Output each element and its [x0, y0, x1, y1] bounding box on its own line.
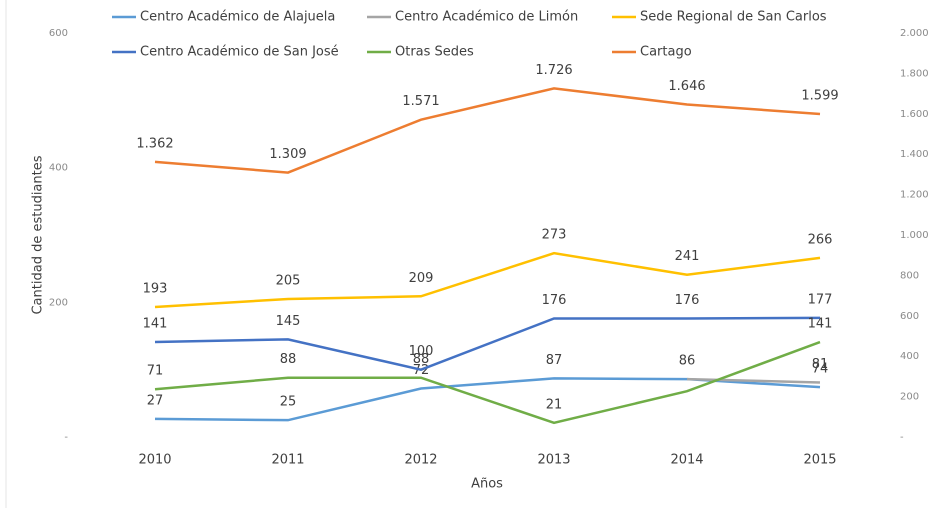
- y2-tick-label: 1.200: [900, 190, 929, 201]
- x-tick-label: 2014: [670, 453, 703, 468]
- data-label: 177: [808, 292, 833, 307]
- y-tick-label: 600: [49, 28, 68, 39]
- data-label: 193: [143, 282, 168, 297]
- data-label: 209: [409, 271, 434, 286]
- data-label: 141: [808, 317, 833, 332]
- data-label: 87: [546, 353, 563, 368]
- x-axis-title: Años: [471, 477, 503, 492]
- x-tick-label: 2015: [803, 453, 836, 468]
- data-label: 205: [276, 273, 301, 288]
- legend-label: Sede Regional de San Carlos: [640, 10, 827, 25]
- y2-tick-label: 1.800: [900, 68, 929, 79]
- y2-tick-label: 800: [900, 270, 919, 281]
- data-label: 1.571: [402, 94, 439, 109]
- data-label: 241: [675, 249, 700, 264]
- y2-tick-label: 1.400: [900, 149, 929, 160]
- data-label: 25: [280, 395, 297, 410]
- y-axis-title: Cantidad de estudiantes: [31, 155, 46, 314]
- y-tick-label: 400: [49, 163, 68, 174]
- series-line: [686, 377, 821, 384]
- data-label: 1.362: [136, 136, 173, 151]
- data-label: 1.726: [535, 63, 572, 78]
- data-label: 21: [546, 397, 563, 412]
- data-label: 86: [679, 354, 696, 369]
- legend-label: Centro Académico de San José: [140, 45, 339, 60]
- y2-tick-label: 600: [900, 311, 919, 322]
- x-tick-label: 2011: [271, 453, 304, 468]
- y2-tick-label: 200: [900, 392, 919, 403]
- data-label: 74: [812, 362, 829, 377]
- y2-tick-label: 1.000: [900, 230, 929, 241]
- series-line: [154, 87, 821, 174]
- data-label: 1.599: [801, 89, 838, 104]
- data-label: 27: [147, 393, 164, 408]
- data-label: 176: [675, 293, 700, 308]
- y2-tick-label: 1.600: [900, 109, 929, 120]
- x-tick-label: 2010: [138, 453, 171, 468]
- x-tick-label: 2012: [404, 453, 437, 468]
- series-line: [154, 340, 821, 425]
- y2-tick-label: 400: [900, 351, 919, 362]
- data-label: 1.309: [269, 147, 306, 162]
- series-line: [154, 251, 821, 309]
- data-label: 145: [276, 314, 301, 329]
- y2-tick-label: -: [900, 432, 904, 443]
- data-label: 81: [812, 357, 829, 372]
- data-label: 141: [143, 317, 168, 332]
- data-label: 71: [147, 364, 164, 379]
- legend-label: Centro Académico de Limón: [395, 10, 578, 25]
- data-label: 100: [409, 344, 434, 359]
- data-label: 88: [280, 352, 297, 367]
- series-line: [154, 316, 821, 371]
- data-label: 273: [542, 228, 567, 243]
- data-label: 266: [808, 232, 833, 247]
- legend-label: Centro Académico de Alajuela: [140, 10, 335, 25]
- data-label: 176: [542, 293, 567, 308]
- y2-tick-label: 2.000: [900, 28, 929, 39]
- data-label: 88: [413, 352, 430, 367]
- x-tick-label: 2013: [537, 453, 570, 468]
- y-tick-label: -: [64, 432, 68, 443]
- y-tick-label: 200: [49, 297, 68, 308]
- legend-label: Cartago: [640, 45, 692, 60]
- data-label: 1.646: [668, 79, 705, 94]
- legend-label: Otras Sedes: [395, 45, 474, 60]
